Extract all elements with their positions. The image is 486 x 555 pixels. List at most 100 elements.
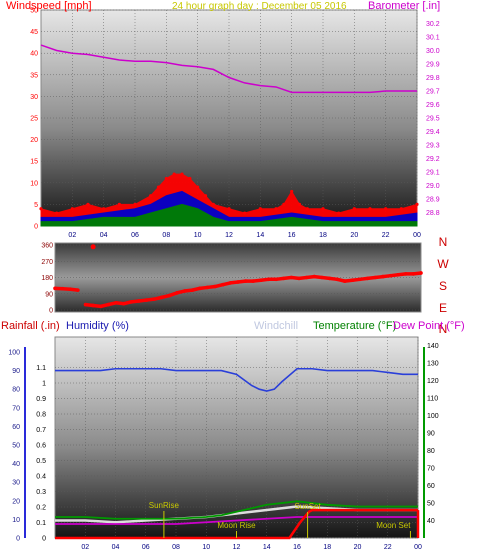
barometer-y-tick-label: 29.3 bbox=[426, 143, 440, 150]
temperature-y-tick-label: 120 bbox=[427, 378, 439, 385]
humidity-y-tick-label: 80 bbox=[12, 387, 20, 394]
rain-y-tick-label: 0 bbox=[42, 536, 46, 543]
wind-direction-point bbox=[213, 284, 217, 289]
barometer-y-tick-label: 30.0 bbox=[426, 48, 440, 55]
wind-y-tick-label: 40 bbox=[30, 51, 38, 58]
barometer-axis-title: Barometer [.in] bbox=[368, 0, 440, 12]
direction-y-tick-label: 360 bbox=[41, 243, 53, 250]
wind-direction-point bbox=[297, 276, 301, 281]
wind-y-tick-label: 35 bbox=[30, 72, 38, 79]
wind-y-tick-label: 15 bbox=[30, 159, 38, 166]
wind-direction-point bbox=[350, 278, 355, 283]
wind-direction-point bbox=[419, 271, 423, 275]
sunrise-label: SunRise bbox=[149, 501, 180, 510]
rain-y-tick-label: 0.1 bbox=[36, 520, 46, 527]
humidity-axis-title: Humidity (%) bbox=[66, 320, 129, 332]
rain-y-tick-label: 0.6 bbox=[36, 443, 46, 450]
wind-direction-point bbox=[335, 277, 339, 282]
wind-x-tick-label: 16 bbox=[288, 232, 296, 239]
wind-x-tick-label: 20 bbox=[350, 232, 358, 239]
temperature-y-tick-label: 100 bbox=[427, 413, 439, 420]
climate-x-tick-label: 10 bbox=[202, 544, 210, 551]
wind-direction-point bbox=[159, 295, 164, 300]
wind-direction-point bbox=[403, 272, 408, 276]
rain-y-tick-label: 1 bbox=[42, 381, 46, 388]
wind-direction-point bbox=[304, 275, 309, 280]
wind-axis-labels: 0 5 10 15 20 25 30 35 40 45 50 28.8 28.9 29.0 29.1 29.2… bbox=[30, 8, 440, 240]
temperature-y-tick-label: 110 bbox=[427, 396, 438, 403]
wind-direction-point bbox=[205, 285, 210, 290]
wind-direction-point bbox=[358, 277, 362, 282]
wind-direction-point bbox=[289, 275, 294, 280]
rain-y-tick-label: 0.9 bbox=[36, 396, 46, 403]
direction-y-tick-label: 180 bbox=[41, 275, 53, 282]
moonrise-label: Moon Rise bbox=[217, 521, 256, 530]
wind-direction-point bbox=[53, 286, 57, 291]
wind-speed-point bbox=[149, 194, 153, 198]
wind-speed-point bbox=[102, 207, 106, 211]
humidity-y-tick-label: 0 bbox=[16, 536, 20, 543]
climate-x-tick-label: 12 bbox=[233, 544, 241, 551]
wind-direction-point bbox=[381, 274, 385, 279]
direction-y-tick-label: 270 bbox=[41, 259, 53, 266]
wind-speed-point bbox=[258, 207, 262, 211]
wind-direction-point bbox=[312, 274, 317, 279]
barometer-line bbox=[40, 44, 417, 94]
rain-y-tick-label: 0.8 bbox=[36, 412, 46, 419]
wind-speed-point bbox=[39, 207, 43, 211]
wind-direction-point bbox=[68, 287, 73, 292]
wind-direction-point bbox=[129, 300, 134, 304]
rainfall-line bbox=[55, 508, 418, 540]
rain-y-tick-label: 0.5 bbox=[36, 458, 46, 465]
rain-y-tick-label: 0.2 bbox=[36, 505, 46, 512]
wind-speed-point bbox=[133, 202, 137, 206]
wind-direction-point bbox=[76, 288, 80, 292]
temperature-y-tick-label: 130 bbox=[427, 361, 439, 368]
temperature-y-tick-label: 90 bbox=[427, 431, 435, 438]
wind-direction-point bbox=[388, 273, 393, 278]
wind-speed-point bbox=[352, 207, 356, 211]
moonset-label: Moon Set bbox=[376, 521, 411, 530]
temperature-y-tick-label: 40 bbox=[427, 518, 435, 525]
humidity-y-tick-label: 100 bbox=[8, 350, 20, 357]
climate-x-tick-label: 20 bbox=[354, 544, 362, 551]
wind-speed-point bbox=[321, 207, 325, 211]
wind-direction-point bbox=[228, 281, 233, 285]
wind-axis-title: Windspeed [mph] bbox=[6, 0, 92, 12]
temperature-y-tick-label: 50 bbox=[427, 501, 435, 508]
compass-label-s: S bbox=[439, 279, 447, 293]
wind-direction-point bbox=[83, 302, 88, 307]
wind-speed-point bbox=[243, 211, 247, 215]
wind-speed-point bbox=[196, 185, 200, 189]
climate-x-tick-label: 00 bbox=[414, 544, 422, 551]
barometer-y-tick-label: 29.8 bbox=[426, 75, 440, 82]
rain-y-tick-label: 0.4 bbox=[36, 474, 46, 481]
wind-speed-point bbox=[305, 207, 309, 211]
wind-y-tick-label: 45 bbox=[30, 29, 38, 36]
wind-direction-point bbox=[259, 278, 263, 283]
wind-direction-point bbox=[175, 291, 179, 295]
wind-y-tick-label: 10 bbox=[30, 180, 38, 187]
wind-speed-point bbox=[180, 172, 184, 176]
wind-x-tick-label: 10 bbox=[194, 232, 202, 239]
wind-x-tick-label: 22 bbox=[382, 232, 390, 239]
humidity-y-tick-label: 30 bbox=[12, 480, 20, 487]
dewpoint-line bbox=[55, 516, 418, 525]
wind-speed-point bbox=[274, 207, 278, 211]
wind-speed-point bbox=[337, 211, 341, 215]
wind-direction-point bbox=[190, 288, 195, 292]
wind-direction-point bbox=[373, 275, 378, 280]
wind-direction-point bbox=[236, 280, 240, 284]
barometer-y-tick-label: 30.2 bbox=[426, 21, 440, 28]
wind-x-tick-label: 14 bbox=[256, 232, 264, 239]
humidity-y-tick-label: 10 bbox=[12, 517, 20, 524]
barometer-y-tick-label: 30.1 bbox=[426, 35, 440, 42]
wind-y-tick-label: 25 bbox=[30, 116, 38, 123]
humidity-y-tick-label: 90 bbox=[12, 368, 20, 375]
wind-direction-point bbox=[144, 298, 149, 302]
climate-series-group bbox=[55, 367, 420, 540]
wind-direction-point bbox=[167, 293, 172, 298]
